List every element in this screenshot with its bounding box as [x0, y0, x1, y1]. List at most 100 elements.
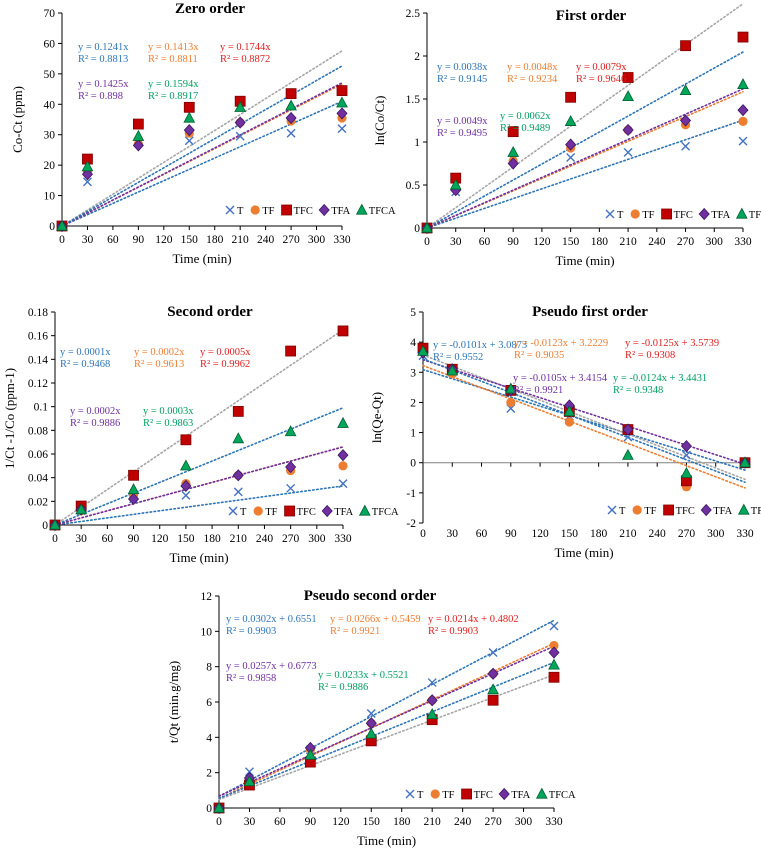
legend-marker-tfa	[699, 209, 709, 220]
x-tick-label: 30	[450, 236, 462, 248]
point-tfa	[338, 450, 348, 461]
legend-label-t: T	[617, 210, 624, 221]
legend: T TF TFC TFA TFCA	[606, 209, 761, 222]
trendline-tfc	[219, 675, 554, 800]
point-tfc	[181, 435, 191, 445]
point-tfc	[184, 102, 194, 112]
x-tick-label: 210	[619, 528, 637, 540]
legend-marker-tf	[254, 506, 263, 515]
legend-marker-t	[608, 506, 616, 514]
r2-tfa: R² = 0.9921	[513, 385, 563, 396]
legend-marker-t	[406, 790, 414, 798]
x-tick-label: 0	[52, 533, 58, 545]
series-tfa	[50, 450, 348, 531]
r2-tfca: R² = 0.8917	[148, 91, 198, 102]
y-tick-label: 0.06	[28, 449, 48, 461]
x-tick-label: 150	[181, 234, 199, 246]
legend-label-tf: TF	[442, 790, 454, 801]
r2-tfca: R² = 0.9863	[143, 418, 193, 429]
y-axis-label: t/Qt (min.g/mg)	[166, 661, 181, 743]
y-tick-label: 0	[206, 803, 212, 815]
x-tick-label: 0	[216, 816, 222, 828]
point-tf	[565, 417, 574, 426]
point-t	[739, 137, 747, 145]
x-tick-label: 240	[454, 816, 472, 828]
legend-marker-tf	[631, 209, 640, 218]
equation-tfca: y = 0.0062x	[500, 111, 551, 122]
point-tf	[738, 117, 747, 126]
y-tick-label: 1	[414, 137, 420, 149]
point-tfc	[129, 470, 139, 480]
x-tick-label: 180	[393, 816, 411, 828]
y-tick-label: 0	[410, 458, 416, 470]
y-tick-label: 0	[42, 520, 48, 532]
legend-marker-tfc	[662, 209, 672, 219]
y-tick-label: 3	[410, 367, 416, 379]
legend-marker-tfca	[360, 506, 370, 516]
point-t	[185, 137, 193, 145]
point-tfc	[337, 86, 347, 96]
x-tick-label: 180	[203, 533, 221, 545]
point-tfc	[681, 41, 691, 51]
legend-marker-tfca	[357, 205, 367, 215]
x-tick-label: 300	[706, 236, 724, 248]
y-tick-label: 6	[206, 697, 212, 709]
x-tick-label: 240	[649, 528, 667, 540]
chart-pso: Pseudo second order0246810120 30 60 90 120 15…	[166, 588, 576, 848]
y-tick-label: 70	[44, 8, 56, 20]
equation-t: y = 0.0302x + 0.6551	[226, 614, 317, 625]
legend-label-tfa: TFA	[713, 506, 732, 517]
equation-tf: y = -0.0123x + 3.2229	[514, 338, 608, 349]
equation-t: y = 0.0001x	[60, 347, 111, 358]
trendline-tfa	[427, 89, 743, 228]
legend-marker-tfa	[701, 505, 711, 516]
legend-label-tfa: TFA	[334, 507, 353, 518]
point-tfa	[738, 105, 748, 116]
legend-label-tfc: TFC	[294, 206, 313, 217]
trendline-t	[55, 486, 343, 525]
point-tfc	[286, 346, 296, 356]
y-tick-label: 0.16	[28, 331, 48, 343]
point-tfa	[427, 695, 437, 706]
x-tick-label: 30	[75, 533, 87, 545]
r2-tfa: R² = 0.898	[78, 91, 123, 102]
x-tick-label: 60	[107, 234, 119, 246]
point-tf	[506, 398, 515, 407]
trendline-t	[219, 620, 554, 796]
y-tick-label: 0.04	[28, 473, 48, 485]
y-tick-label: 12	[201, 591, 213, 603]
point-tfca	[508, 147, 518, 157]
y-tick-label: 0	[414, 223, 420, 235]
y-tick-label: 2	[414, 51, 420, 63]
point-tfc	[133, 119, 143, 129]
x-tick-label: 0	[424, 236, 430, 248]
legend-marker-t	[229, 507, 237, 515]
y-tick-label: 0.1	[34, 402, 49, 414]
x-tick-label: 300	[308, 234, 326, 246]
x-tick-label: 270	[282, 533, 300, 545]
r2-tfc: R² = 0.9962	[200, 359, 250, 370]
point-tfc	[738, 32, 748, 42]
legend-label-t: T	[417, 790, 424, 801]
r2-tf: R² = 0.9921	[330, 626, 380, 637]
x-tick-label: 90	[505, 528, 517, 540]
point-t	[682, 142, 690, 150]
legend-marker-tfca	[739, 505, 749, 515]
x-tick-label: 120	[533, 236, 551, 248]
x-axis-label: Time (min)	[172, 251, 231, 266]
point-tfca	[128, 484, 138, 494]
x-tick-label: 0	[59, 234, 65, 246]
legend-marker-t	[226, 206, 234, 214]
chart-title: Second order	[167, 304, 253, 320]
legend-label-tf: TF	[642, 210, 654, 221]
legend-label-tfca: TFCA	[369, 206, 396, 217]
equation-tf: y = 0.0048x	[507, 62, 558, 73]
x-tick-label: 240	[257, 234, 275, 246]
point-tfca	[738, 79, 748, 89]
r2-t: R² = 0.9145	[437, 74, 487, 85]
x-tick-label: 270	[678, 528, 696, 540]
series-t	[423, 137, 747, 232]
chart-second: Second order00.020.040.060.080.10.120.14…	[2, 304, 399, 565]
y-tick-label: 0	[49, 221, 55, 233]
equation-tfca: y = 0.0233x + 0.5521	[318, 670, 409, 681]
